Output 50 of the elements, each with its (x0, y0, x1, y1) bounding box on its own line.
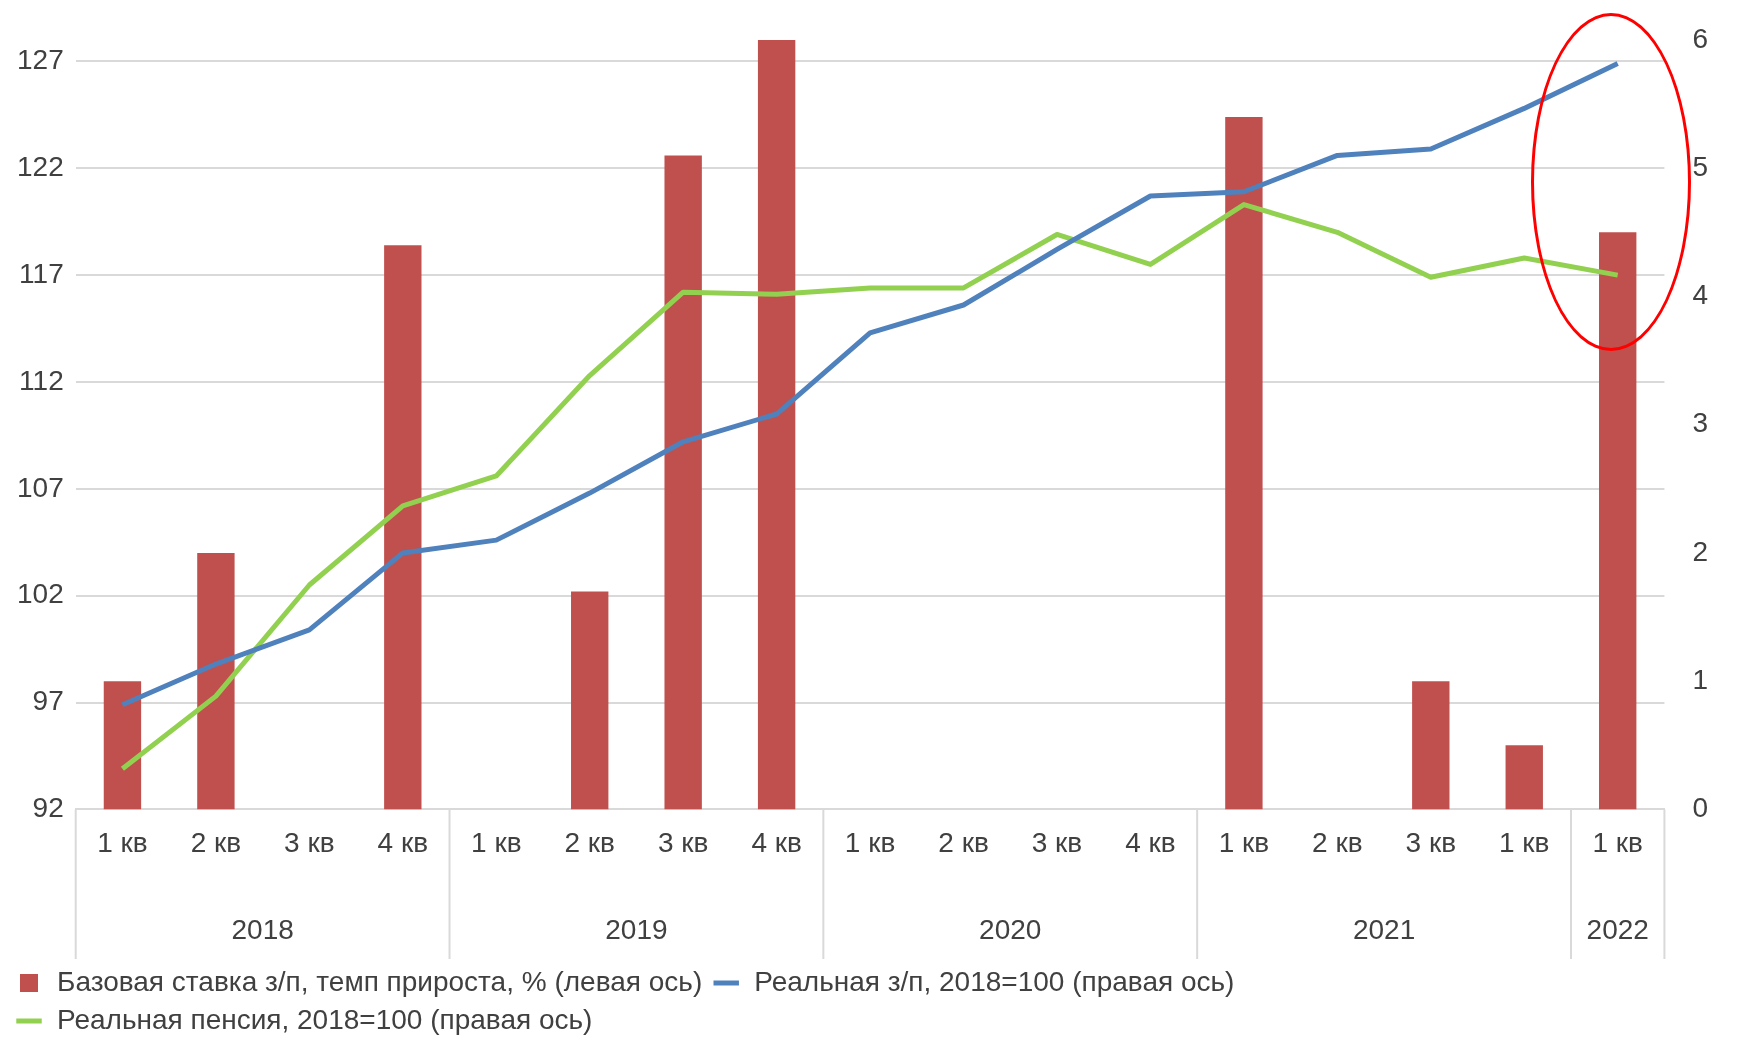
bar (197, 552, 235, 810)
bar (103, 681, 142, 810)
y-tick-label: 112 (19, 364, 64, 396)
y2-tick-label: 6 (1692, 22, 1709, 54)
bar (1505, 745, 1543, 810)
x-tick-label: 3 кв (1031, 826, 1083, 858)
text: 2021 (1352, 913, 1416, 945)
y2-tick-label: 2 (1692, 535, 1709, 567)
y2-tick-label: 0 (1692, 792, 1709, 824)
x-tick-label: 1 кв (1592, 826, 1643, 858)
y-tick-label: 97 (32, 685, 64, 717)
x-tick-label: 1 кв (471, 826, 522, 858)
bar (1225, 116, 1263, 810)
y2-tick-label: 5 (1692, 150, 1709, 182)
y-tick-label: 122 (17, 150, 64, 182)
y-tick-label: 127 (17, 44, 64, 76)
y-tick-label: 102 (17, 578, 64, 610)
bar (664, 155, 702, 810)
x-tick-label: 1 кв (844, 826, 896, 858)
text: 2022 (1586, 913, 1649, 945)
bar (757, 40, 796, 810)
y-tick-label: 107 (17, 471, 64, 503)
x-tick-label: 2 кв (190, 826, 242, 858)
x-tick-label: 4 кв (1125, 826, 1176, 858)
y2-tick-label: 3 (1692, 407, 1709, 439)
x-tick-label: 3 кв (1405, 826, 1457, 858)
x-tick-label: 3 кв (284, 826, 335, 858)
x-tick-label: 2 кв (1312, 826, 1363, 858)
legend-label: Реальная пенсия, 2018=100 (правая ось) (57, 1003, 593, 1035)
text: 2018 (231, 913, 294, 945)
y-tick-label: 92 (32, 792, 64, 824)
y2-tick-label: 4 (1692, 279, 1709, 311)
legend-label: Базовая ставка з/п, темп прироста, % (левая ось) (57, 965, 703, 997)
x-tick-label: 2 кв (938, 826, 989, 858)
text: 2019 (605, 913, 668, 945)
bar (1412, 681, 1450, 810)
x-tick-label: 4 кв (751, 826, 802, 858)
bar (571, 591, 609, 810)
x-tick-label: 2 кв (564, 826, 615, 858)
bar (1599, 232, 1637, 810)
bar (384, 245, 422, 810)
x-tick-label: 1 кв (1218, 826, 1270, 858)
x-tick-label: 1 кв (97, 826, 148, 858)
text: 2020 (979, 913, 1042, 945)
x-tick-label: 1 кв (1499, 826, 1550, 858)
x-tick-label: 3 кв (657, 826, 709, 858)
y-tick-label: 117 (19, 257, 64, 289)
x-tick-label: 4 кв (377, 826, 429, 858)
y2-tick-label: 1 (1692, 663, 1709, 695)
legend-label: Реальная з/п, 2018=100 (правая ось) (754, 965, 1235, 997)
